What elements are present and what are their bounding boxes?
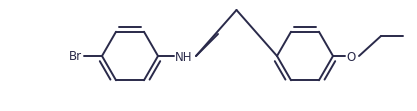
Text: Br: Br xyxy=(69,50,82,62)
Text: NH: NH xyxy=(175,51,193,63)
Text: O: O xyxy=(346,51,355,63)
